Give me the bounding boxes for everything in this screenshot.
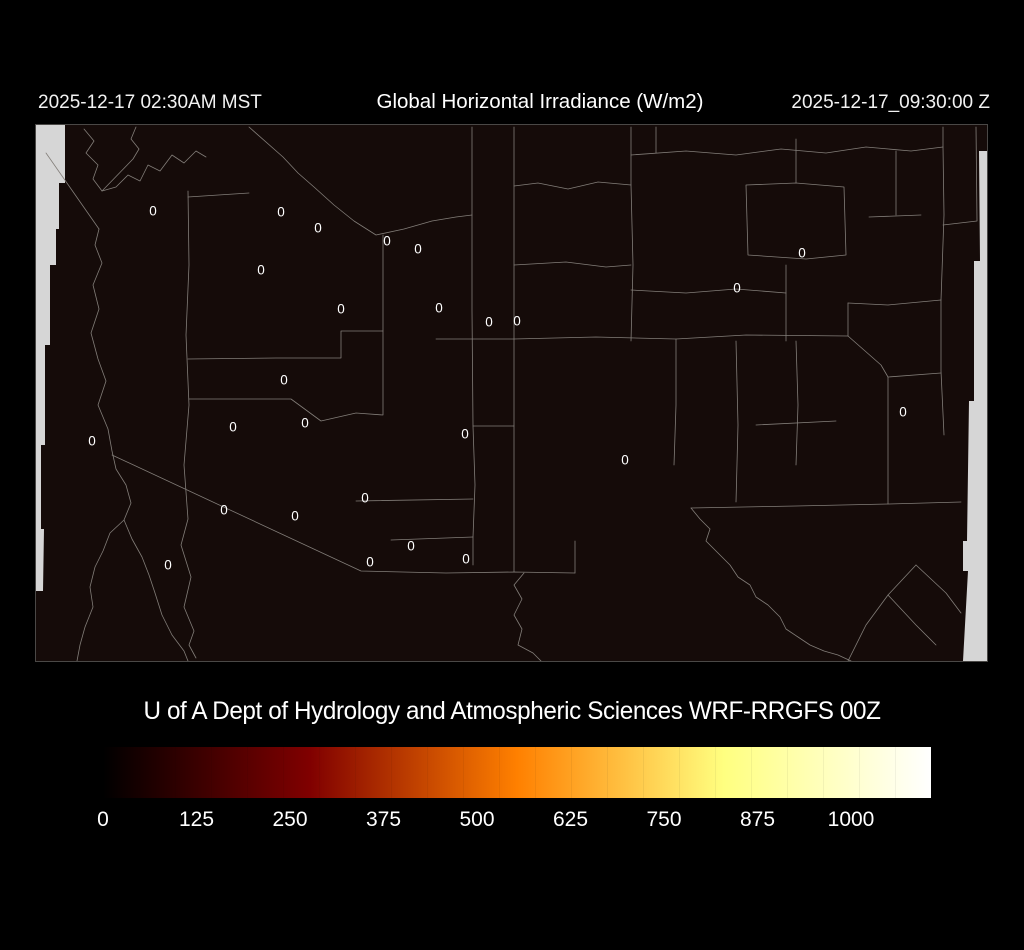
county-line <box>435 334 849 340</box>
station-value-label: 0 <box>366 554 374 570</box>
river-line <box>83 128 207 192</box>
colorbar-tick-label: 375 <box>365 808 402 831</box>
county-line <box>755 420 837 426</box>
county-line <box>390 536 474 541</box>
colorbar-tick-label: 500 <box>459 808 495 831</box>
station-value-label: 0 <box>798 245 806 261</box>
colorbar-tick-label: 250 <box>272 808 308 831</box>
county-line <box>673 338 677 466</box>
map-title: Global Horizontal Irradiance (W/m2) <box>376 90 704 113</box>
station-value-label: 0 <box>277 204 285 220</box>
county-line <box>795 340 799 466</box>
river-line <box>101 126 140 192</box>
station-value-label: 0 <box>291 508 299 524</box>
valid-time-local: 2025-12-17 02:30AM MST <box>38 92 262 113</box>
station-value-label: 0 <box>301 415 309 431</box>
station-value-label: 0 <box>383 233 391 249</box>
station-value-label: 0 <box>149 203 157 219</box>
station-value-label: 0 <box>485 314 493 330</box>
station-value-label: 0 <box>733 280 741 296</box>
river-line <box>513 572 542 661</box>
county-line <box>940 126 945 301</box>
colorbar <box>103 747 931 798</box>
state-border-line <box>248 126 473 236</box>
station-value-label: 0 <box>280 372 288 388</box>
outside-domain-right <box>963 151 987 661</box>
irradiance-map: 0 0 0 0 0 0 0 0 0 0 0 0 <box>35 124 988 662</box>
colorbar-tick-label: 1000 <box>827 808 875 831</box>
county-line <box>180 190 197 659</box>
station-value-label: 0 <box>407 538 415 554</box>
county-line <box>887 372 942 378</box>
river-line <box>90 228 189 661</box>
mexico-border-line <box>111 454 576 574</box>
valid-time-utc: 2025-12-17_09:30:00 Z <box>791 92 990 113</box>
colorbar-tick-label: 750 <box>646 808 682 831</box>
map-boundaries-svg <box>36 125 987 661</box>
state-border-line <box>690 501 962 509</box>
colorbar-tick-label: 0 <box>97 808 109 831</box>
county-line <box>942 126 978 226</box>
county-line <box>471 126 476 566</box>
river-line <box>76 519 125 661</box>
station-value-label: 0 <box>621 452 629 468</box>
station-value-label: 0 <box>414 241 422 257</box>
station-value-label: 0 <box>164 557 172 573</box>
station-value-label: 0 <box>314 220 322 236</box>
county-line <box>915 564 962 614</box>
county-line <box>868 214 922 218</box>
station-value-label: 0 <box>435 300 443 316</box>
county-line <box>187 234 384 360</box>
station-value-label: 0 <box>361 490 369 506</box>
county-line <box>187 192 250 198</box>
county-line <box>513 181 632 190</box>
county-line <box>630 288 787 294</box>
county-line <box>735 340 739 503</box>
station-value-label: 0 <box>899 404 907 420</box>
rio-grande-line <box>690 507 852 661</box>
county-line <box>630 146 944 156</box>
county-line <box>940 299 945 436</box>
county-line <box>188 330 384 422</box>
station-value-label: 0 <box>229 419 237 435</box>
county-line <box>355 498 474 502</box>
county-line <box>847 564 917 661</box>
colorbar-tick-label: 875 <box>739 808 776 831</box>
station-value-label: 0 <box>513 313 521 329</box>
colorbar-tick-label: 125 <box>178 808 215 831</box>
station-value-label: 0 <box>462 551 470 567</box>
caption: U of A Dept of Hydrology and Atmospheric… <box>143 697 881 725</box>
colorbar-tick-row: 0 125 250 375 500 625 750 875 1000 <box>97 808 931 838</box>
outside-domain-left <box>36 125 65 591</box>
station-value-label: 0 <box>337 301 345 317</box>
colorbar-tick-label: 625 <box>552 808 589 831</box>
station-value-label: 0 <box>88 433 96 449</box>
boundary-lines <box>45 126 978 661</box>
station-value-label: 0 <box>461 426 469 442</box>
county-line <box>847 299 942 306</box>
county-line <box>745 182 847 260</box>
station-value-label: 0 <box>220 502 228 518</box>
county-line <box>847 302 889 378</box>
colorbar-bands <box>103 747 931 798</box>
header: 2025-12-17 02:30AM MST Global Horizontal… <box>0 90 1024 120</box>
county-line <box>513 261 632 268</box>
station-value-label: 0 <box>257 262 265 278</box>
county-line <box>630 126 634 342</box>
colorbar-gradient <box>103 747 931 798</box>
county-line <box>887 594 937 646</box>
state-border-line <box>45 152 100 230</box>
